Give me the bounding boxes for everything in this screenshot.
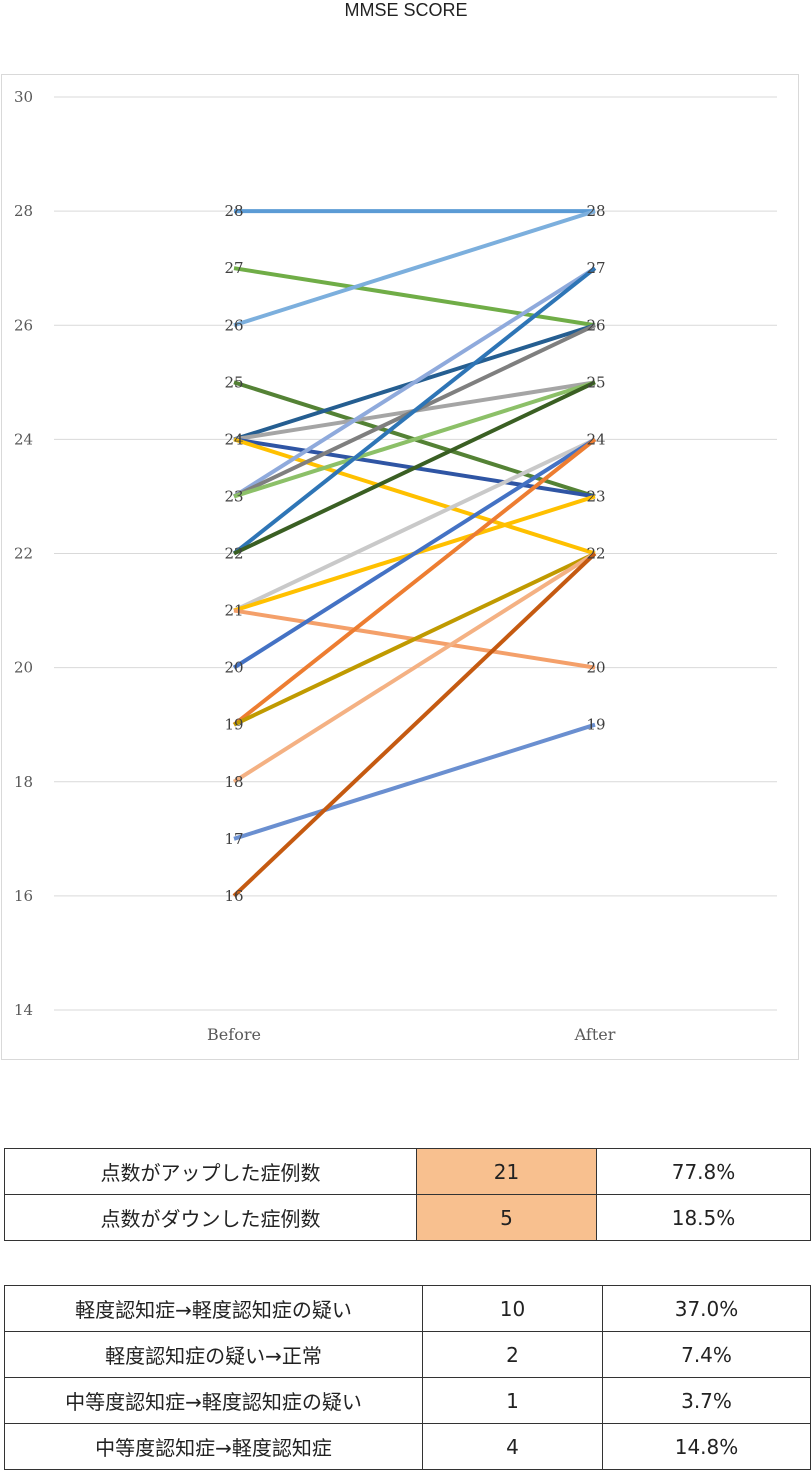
- series-lines: [232, 209, 597, 898]
- row-label: 中等度認知症→軽度認知症: [4, 1423, 423, 1470]
- row-label: 軽度認知症→軽度認知症の疑い: [4, 1285, 423, 1332]
- row-count: 4: [422, 1423, 603, 1470]
- data-label: 23: [224, 487, 243, 505]
- data-label: 24: [224, 430, 243, 448]
- series-line: [232, 437, 597, 727]
- series-line: [233, 380, 596, 556]
- summary-table: 点数がアップした症例数 21 77.8% 点数がダウンした症例数 5 18.5%: [4, 1148, 811, 1241]
- data-label: 28: [224, 202, 243, 220]
- y-tick-label: 24: [14, 430, 33, 448]
- series-line: [232, 266, 597, 556]
- category-labels: Before After: [207, 1025, 616, 1044]
- row-percent: 18.5%: [596, 1194, 811, 1241]
- row-count: 21: [416, 1148, 597, 1195]
- table-row: 中等度認知症→軽度認知症の疑い 1 3.7%: [4, 1377, 811, 1424]
- data-label: 20: [586, 659, 605, 677]
- data-label: 21: [224, 602, 243, 620]
- y-tick-label: 20: [14, 659, 33, 677]
- data-label: 22: [224, 545, 243, 563]
- x-category-label: After: [574, 1025, 616, 1044]
- table-row: 軽度認知症→軽度認知症の疑い 10 37.0%: [4, 1285, 811, 1332]
- data-label: 27: [224, 259, 243, 277]
- x-category-label: Before: [207, 1025, 261, 1044]
- data-label: 20: [224, 659, 243, 677]
- data-label: 28: [586, 202, 605, 220]
- row-label: 中等度認知症→軽度認知症の疑い: [4, 1377, 423, 1424]
- series-line: [233, 437, 596, 556]
- data-label: 25: [586, 373, 605, 391]
- row-percent: 14.8%: [602, 1423, 811, 1470]
- y-tick-label: 28: [14, 202, 33, 220]
- point-labels: 28 27 26 25 24 23 22 21 20 19 18 17 16 28 27 26 25 24 23 22…: [224, 202, 605, 905]
- data-label: 19: [586, 716, 605, 734]
- series-line: [233, 266, 596, 328]
- series-line: [232, 552, 597, 898]
- y-tick-label: 22: [14, 545, 33, 563]
- row-label: 点数がダウンした症例数: [4, 1194, 417, 1241]
- slope-chart: 14 16 18 20 22 24 26 28 30 28 27 26 25 24 23 22 21 20 19 1…: [14, 88, 777, 1044]
- transition-table: 軽度認知症→軽度認知症の疑い 10 37.0% 軽度認知症の疑い→正常 2 7.…: [4, 1285, 811, 1470]
- series-line: [233, 209, 596, 328]
- y-tick-label: 18: [14, 773, 33, 791]
- row-count: 2: [422, 1331, 603, 1378]
- series-line: [232, 266, 597, 499]
- row-count: 10: [422, 1285, 603, 1332]
- series-line: [233, 380, 596, 499]
- row-label: 点数がアップした症例数: [4, 1148, 417, 1195]
- data-label: 22: [586, 545, 605, 563]
- data-label: 17: [224, 830, 243, 848]
- table-row: 点数がダウンした症例数 5 18.5%: [4, 1194, 811, 1241]
- table-row: 点数がアップした症例数 21 77.8%: [4, 1148, 811, 1195]
- y-tick-label: 26: [14, 316, 33, 334]
- data-label: 26: [586, 316, 605, 334]
- data-label: 25: [224, 373, 243, 391]
- row-count: 5: [416, 1194, 597, 1241]
- data-label: 26: [224, 316, 243, 334]
- row-percent: 37.0%: [602, 1285, 811, 1332]
- table-row: 中等度認知症→軽度認知症 4 14.8%: [4, 1423, 811, 1470]
- chart-area: [1, 74, 799, 1060]
- row-percent: 7.4%: [602, 1331, 811, 1378]
- series-line: [232, 551, 597, 784]
- row-label: 軽度認知症の疑い→正常: [4, 1331, 423, 1378]
- series-line: [233, 437, 596, 613]
- data-label: 23: [586, 487, 605, 505]
- row-percent: 3.7%: [602, 1377, 811, 1424]
- y-tick-label: 16: [14, 887, 33, 905]
- data-label: 24: [586, 430, 605, 448]
- row-count: 1: [422, 1377, 603, 1424]
- data-label: 18: [224, 773, 243, 791]
- table-row: 軽度認知症の疑い→正常 2 7.4%: [4, 1331, 811, 1378]
- data-label: 16: [224, 887, 243, 905]
- series-line: [232, 437, 597, 670]
- series-line: [233, 551, 596, 727]
- data-label: 19: [224, 716, 243, 734]
- series-line: [233, 722, 596, 841]
- y-tick-label: 30: [14, 88, 33, 106]
- row-percent: 77.8%: [596, 1148, 811, 1195]
- data-label: 27: [586, 259, 605, 277]
- chart-title: MMSE SCORE: [344, 0, 468, 20]
- y-axis-tick-labels: 14 16 18 20 22 24 26 28 30: [14, 88, 33, 1019]
- y-tick-label: 14: [14, 1001, 33, 1019]
